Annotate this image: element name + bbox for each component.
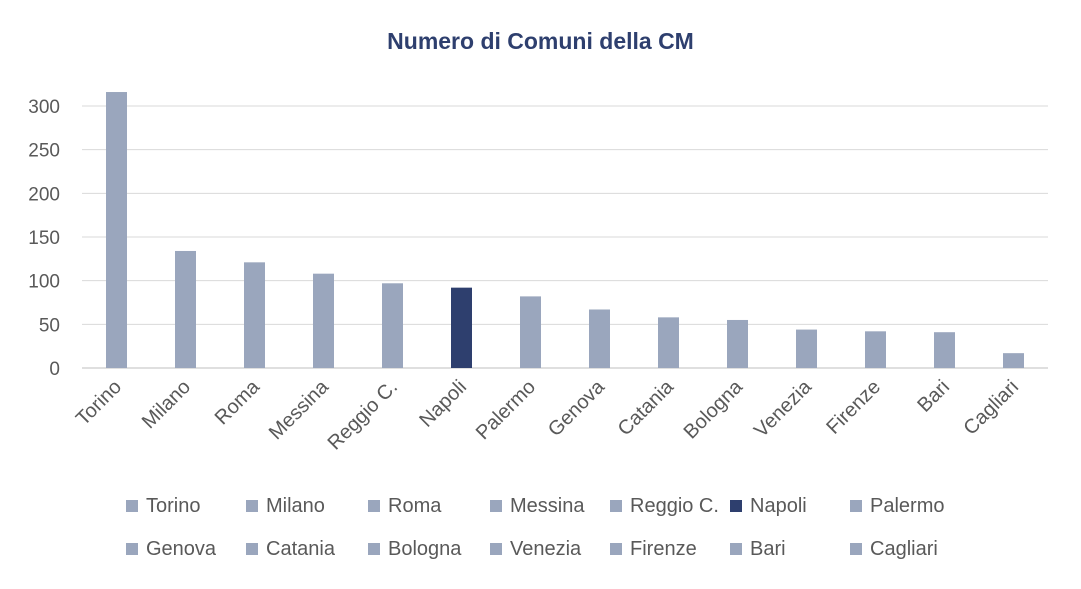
bar-messina <box>313 273 334 368</box>
legend-label: Catania <box>266 537 335 560</box>
legend-swatch <box>730 543 742 555</box>
legend-item: Venezia <box>490 535 581 563</box>
bar-milano <box>175 250 196 368</box>
legend-item: Torino <box>126 492 200 520</box>
legend-swatch <box>126 543 138 555</box>
bar-torino <box>106 92 127 368</box>
legend-label: Milano <box>266 494 325 517</box>
legend-label: Torino <box>146 494 201 517</box>
legend-item: Firenze <box>610 535 697 563</box>
x-tick-label: Napoli <box>415 376 471 432</box>
x-tick-label: Messina <box>265 375 334 444</box>
bar-bari <box>934 332 955 368</box>
legend-item: Messina <box>490 492 584 520</box>
legend-swatch <box>850 500 862 512</box>
x-tick-label: Bologna <box>680 375 748 443</box>
y-tick-label: 250 <box>28 141 60 162</box>
legend-item: Napoli <box>730 492 807 520</box>
x-tick-label: Cagliari <box>960 376 1024 440</box>
chart-title: Numero di Comuni della CM <box>387 28 694 54</box>
bar-cagliari <box>1003 353 1024 368</box>
legend-swatch <box>490 543 502 555</box>
bar-genova <box>589 309 610 368</box>
bar-catania <box>658 317 679 368</box>
y-tick-label: 0 <box>49 359 60 380</box>
y-tick-label: 200 <box>28 184 60 205</box>
x-tick-label: Roma <box>211 375 265 429</box>
legend-swatch <box>246 500 258 512</box>
legend-swatch <box>610 543 622 555</box>
legend-label: Messina <box>510 494 585 517</box>
x-tick-label: Reggio C. <box>324 376 402 454</box>
y-axis-ticks: 0 50 100 150 200 250 300 <box>28 97 60 380</box>
y-tick-label: 100 <box>28 272 60 293</box>
gridlines <box>82 105 1048 369</box>
x-tick-label: Firenze <box>822 376 885 439</box>
legend-item: Milano <box>246 492 325 520</box>
legend-item: Bologna <box>368 535 461 563</box>
legend-item: Bari <box>730 535 786 563</box>
legend-label: Palermo <box>870 494 945 517</box>
x-tick-label: Bari <box>913 376 954 417</box>
legend-swatch <box>126 500 138 512</box>
legend-swatch <box>850 543 862 555</box>
bar-venezia <box>796 329 817 368</box>
legend-swatch <box>246 543 258 555</box>
legend-item: Genova <box>126 535 216 563</box>
bar-bologna <box>727 319 748 368</box>
legend-swatch <box>730 500 742 512</box>
legend-label: Bari <box>750 537 786 560</box>
legend-swatch <box>490 500 502 512</box>
legend-item: Cagliari <box>850 535 938 563</box>
bar-palermo <box>520 296 541 368</box>
bar-napoli <box>451 287 472 368</box>
x-tick-label: Genova <box>544 375 610 441</box>
x-tick-label: Venezia <box>750 375 817 442</box>
legend-label: Reggio C. <box>630 494 719 517</box>
bar-roma <box>244 262 265 368</box>
legend-item: Roma <box>368 492 441 520</box>
legend-swatch <box>610 500 622 512</box>
legend-label: Genova <box>146 537 217 560</box>
legend-item: Palermo <box>850 492 944 520</box>
bar-firenze <box>865 331 886 368</box>
legend-swatch <box>368 543 380 555</box>
bar-reggio-c <box>382 283 403 368</box>
y-tick-label: 150 <box>28 228 60 249</box>
bars <box>106 92 1024 368</box>
y-tick-label: 50 <box>39 315 60 336</box>
legend-item: Reggio C. <box>610 492 719 520</box>
x-tick-label: Catania <box>614 375 679 440</box>
y-tick-label: 300 <box>28 97 60 118</box>
legend-label: Venezia <box>510 537 582 560</box>
legend-item: Catania <box>246 535 335 563</box>
legend-label: Firenze <box>630 537 697 560</box>
legend-label: Cagliari <box>870 537 938 560</box>
x-tick-label: Palermo <box>472 376 540 444</box>
legend-label: Roma <box>388 494 442 517</box>
legend-label: Napoli <box>750 494 807 517</box>
x-tick-label: Milano <box>138 376 195 433</box>
legend-label: Bologna <box>388 537 462 560</box>
x-tick-label: Torino <box>72 376 126 430</box>
legend-swatch <box>368 500 380 512</box>
